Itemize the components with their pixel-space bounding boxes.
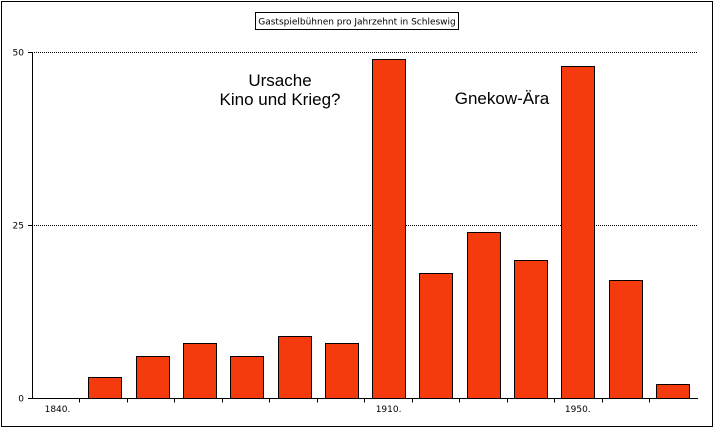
y-tick-label: 50: [13, 49, 25, 59]
bar-1850: [88, 377, 122, 399]
x-tick-label: 1910.: [376, 405, 402, 415]
bar-1870: [183, 343, 217, 399]
bars: [88, 59, 690, 399]
bar-1890: [278, 336, 312, 399]
bar-1970: [656, 384, 690, 399]
bar-1860: [136, 356, 170, 399]
title-frame: [255, 12, 459, 30]
bar-1920: [419, 273, 453, 399]
bar-1880: [230, 356, 264, 399]
x-tick-label: 1840.: [45, 405, 71, 415]
tick-labels: 0 25 50 1840. 1910. 1950.: [13, 49, 591, 416]
chart-title-box: Gastspielbühnen pro Jahrzehnt in Schlesw…: [255, 12, 459, 30]
y-tick-label: 0: [18, 395, 24, 405]
x-tick-label: 1950.: [565, 405, 591, 415]
annotation-line: Kino und Krieg?: [220, 90, 341, 109]
bar-1900: [325, 343, 359, 399]
annotation-line: Ursache: [248, 71, 311, 90]
y-tick-label: 25: [13, 222, 24, 232]
bar-1960: [609, 280, 643, 399]
bar-1930: [467, 232, 501, 399]
annotations: Ursache Kino und Krieg? Gnekow-Ära: [220, 71, 550, 109]
bar-1950: [561, 66, 595, 399]
annotation-line: Gnekow-Ära: [455, 89, 550, 108]
bar-1940: [514, 260, 548, 399]
chart-title: Gastspielbühnen pro Jahrzehnt in Schlesw…: [258, 18, 456, 28]
annotation-2: Gnekow-Ära: [455, 89, 550, 108]
bar-1910: [372, 59, 406, 399]
annotation-1: Ursache Kino und Krieg?: [220, 71, 341, 109]
